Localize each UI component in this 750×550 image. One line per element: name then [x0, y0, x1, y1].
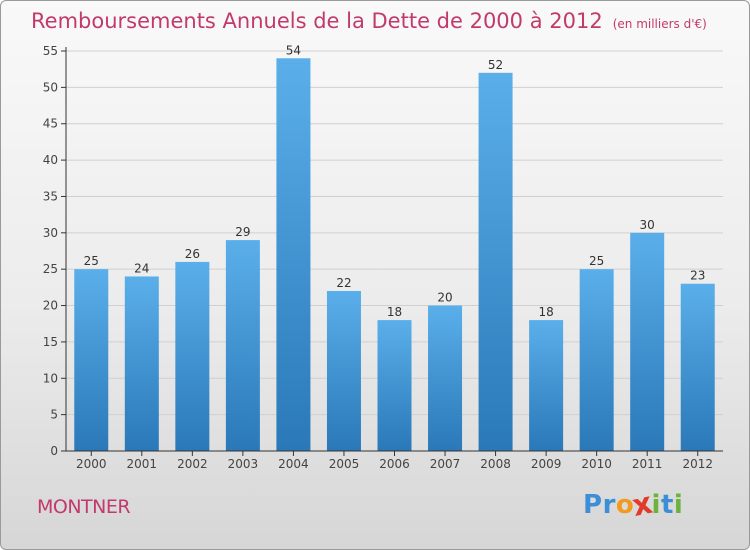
value-label: 54 [286, 43, 301, 57]
x-tick-label: 2000 [76, 457, 107, 471]
y-tick-label: 40 [43, 153, 58, 167]
value-label: 30 [640, 218, 655, 232]
y-tick-label: 10 [43, 371, 58, 385]
value-label: 18 [387, 305, 402, 319]
bar-2001 [124, 276, 159, 451]
x-tick-label: 2003 [228, 457, 259, 471]
bar-2006 [377, 320, 412, 451]
y-tick-label: 25 [43, 262, 58, 276]
value-label: 22 [336, 276, 351, 290]
y-tick-label: 30 [43, 226, 58, 240]
logo-letter: P [583, 490, 603, 520]
bar-2011 [630, 232, 665, 451]
chart-title: Remboursements Annuels de la Dette de 20… [31, 9, 707, 33]
value-label: 20 [437, 291, 452, 305]
value-label: 18 [538, 305, 553, 319]
bars [74, 58, 715, 452]
x-tick-label: 2001 [127, 457, 158, 471]
x-tick-label: 2009 [531, 457, 562, 471]
town-name: MONTNER [37, 496, 131, 518]
y-tick-label: 45 [43, 117, 58, 131]
logo-letter: o [615, 490, 635, 520]
chart-title-text: Remboursements Annuels de la Dette de 20… [31, 9, 603, 33]
y-tick-label: 50 [43, 80, 58, 94]
x-tick-label: 2008 [480, 457, 511, 471]
chart-unit-label: (en milliers d'€) [612, 17, 707, 31]
y-tick-label: 15 [43, 335, 58, 349]
x-tick-label: 2011 [632, 457, 663, 471]
labels: 0 5 10 15 20 25 30 35 40 45 50 55 25 2000 24 2001 26 2002… [43, 43, 713, 471]
value-label: 26 [185, 247, 200, 261]
x-tick-label: 2012 [682, 457, 713, 471]
value-label: 24 [134, 261, 149, 275]
logo-letter: t [660, 490, 674, 520]
logo-letter: i [651, 490, 661, 520]
bar-2005 [326, 291, 361, 451]
x-tick-label: 2007 [430, 457, 461, 471]
logo-letter: r [602, 490, 616, 520]
x-tick-label: 2004 [278, 457, 309, 471]
bar-2004 [276, 58, 311, 451]
x-tick-label: 2006 [379, 457, 410, 471]
value-label: 25 [589, 254, 604, 268]
bar-2008 [478, 72, 513, 452]
y-tick-label: 55 [43, 44, 58, 58]
bar-2012 [680, 283, 715, 451]
bar-2007 [428, 305, 463, 451]
value-label: 25 [84, 254, 99, 268]
value-label: 29 [235, 225, 250, 239]
axes [61, 47, 723, 456]
y-tick-label: 20 [43, 299, 58, 313]
y-tick-label: 35 [43, 189, 58, 203]
bar-2003 [225, 240, 260, 451]
logo-letter: i [673, 490, 684, 520]
bar-2009 [529, 320, 564, 451]
y-tick-label: 5 [50, 408, 58, 422]
x-tick-label: 2010 [581, 457, 612, 471]
bar-2010 [579, 269, 614, 451]
bar-2002 [175, 261, 210, 451]
x-tick-label: 2005 [329, 457, 360, 471]
value-label: 52 [488, 58, 503, 72]
y-tick-label: 0 [50, 444, 58, 458]
bar-2000 [74, 269, 109, 451]
x-tick-label: 2002 [177, 457, 208, 471]
proxiti-logo: Proxiti [583, 486, 684, 524]
value-label: 23 [690, 269, 705, 283]
